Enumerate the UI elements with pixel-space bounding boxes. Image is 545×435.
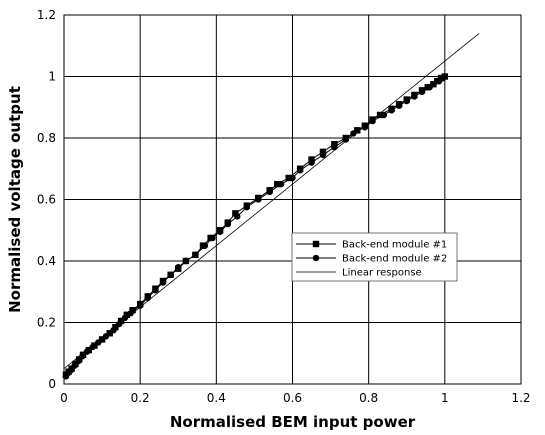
series-2-point: [418, 88, 426, 96]
legend-square-marker: [312, 240, 320, 248]
series-1-point: [123, 311, 131, 319]
series-2-point: [102, 333, 110, 340]
legend-label: Back-end module #1: [342, 240, 447, 251]
series-2-point: [243, 203, 250, 211]
series-2-point: [71, 362, 78, 369]
series-2-point: [380, 111, 388, 119]
series-2-point: [75, 357, 82, 365]
series-2-point: [201, 242, 209, 249]
legend-label: Back-end module #2: [342, 254, 447, 265]
series-2-point: [266, 188, 273, 196]
series-2-line: [65, 76, 446, 377]
series-2-point: [224, 220, 231, 228]
x-tick-labels: 0 0.2 0.4 0.6 0.8 1 1.2: [60, 391, 530, 405]
series-1-point: [232, 210, 239, 217]
legend-items: Back-end module #1 Back-end module #2 Line…: [296, 240, 447, 279]
series-2-point: [159, 279, 167, 286]
series-2-point: [127, 310, 134, 317]
plot-frame: [63, 14, 522, 385]
series-2-point: [296, 167, 304, 174]
series-2-point: [83, 348, 91, 355]
series-2-point: [277, 180, 285, 188]
series-2-point: [255, 196, 262, 203]
series-2-point: [121, 314, 129, 322]
y-axis-label: Normalised voltage output: [6, 86, 24, 313]
series-2-point: [388, 107, 395, 114]
x-tick-label: 1.2: [511, 391, 530, 405]
legend-circle-marker: [312, 254, 320, 262]
y-tick-labels: 0 0.2 0.4 0.6 0.8 1 1.2: [37, 8, 56, 391]
series-back-end-module-2: [62, 73, 449, 380]
series-2-point: [182, 257, 190, 265]
series-2-point: [411, 93, 418, 100]
series-2-point: [110, 326, 117, 334]
x-tick-label: 0.2: [131, 391, 150, 405]
legend-box: [291, 232, 458, 282]
series-2-point: [319, 151, 327, 159]
series-2-point: [67, 366, 75, 374]
series-2-point: [216, 228, 224, 235]
series-2-point: [152, 287, 159, 294]
series-2-point: [116, 320, 123, 328]
series-2-point: [95, 339, 102, 346]
series-2-point: [167, 271, 174, 279]
legend-item: Back-end module #1: [296, 240, 447, 251]
series-2-point: [331, 144, 338, 151]
series-1-point: [274, 180, 281, 188]
series-1-point: [112, 323, 119, 331]
y-tick-label: 1.2: [37, 8, 56, 22]
series-2-point: [192, 251, 199, 259]
x-tick-label: 1: [441, 391, 449, 405]
series-2-point: [395, 102, 403, 109]
series-back-end-module-1: [62, 73, 449, 378]
series-1-point: [376, 111, 384, 119]
y-tick-label: 1: [48, 70, 56, 84]
legend: Back-end module #1 Back-end module #2 Line…: [291, 232, 458, 282]
series-1-point: [354, 127, 361, 134]
series-2-point: [441, 73, 449, 80]
x-tick-label: 0.6: [283, 391, 302, 405]
x-tick-label: 0: [60, 391, 68, 405]
series-2-point: [369, 117, 376, 125]
series-2-point: [403, 97, 410, 105]
series-2-point: [430, 80, 437, 88]
series-2-point: [89, 343, 96, 351]
series-2-point: [361, 124, 369, 131]
series-2-point: [234, 213, 241, 220]
legend-item: Back-end module #2: [296, 254, 447, 265]
series-2-point: [308, 159, 315, 166]
series-1-point: [285, 174, 292, 182]
series-2-point: [289, 174, 296, 182]
grid: [64, 15, 521, 384]
y-tick-label: 0.8: [37, 131, 56, 145]
legend-item: Linear response: [296, 268, 422, 279]
legend-label: Linear response: [342, 268, 422, 279]
y-tick-label: 0: [48, 377, 56, 391]
series-1-line: [65, 76, 445, 376]
series-2-point: [350, 130, 357, 137]
series-2-point: [144, 294, 151, 302]
x-axis-label: Normalised BEM input power: [170, 413, 416, 431]
series-1-point: [129, 307, 136, 314]
series-2-point: [175, 263, 182, 271]
series-2-point: [342, 136, 350, 143]
x-tick-label: 0.4: [207, 391, 226, 405]
series-2-point: [209, 234, 216, 242]
series-2-point: [136, 302, 144, 309]
y-tick-label: 0.2: [37, 316, 56, 330]
x-tick-label: 0.8: [359, 391, 378, 405]
y-tick-label: 0.4: [37, 254, 56, 268]
series-1-point: [117, 317, 125, 325]
series-2-point: [79, 353, 86, 360]
y-tick-label: 0.6: [37, 193, 56, 207]
